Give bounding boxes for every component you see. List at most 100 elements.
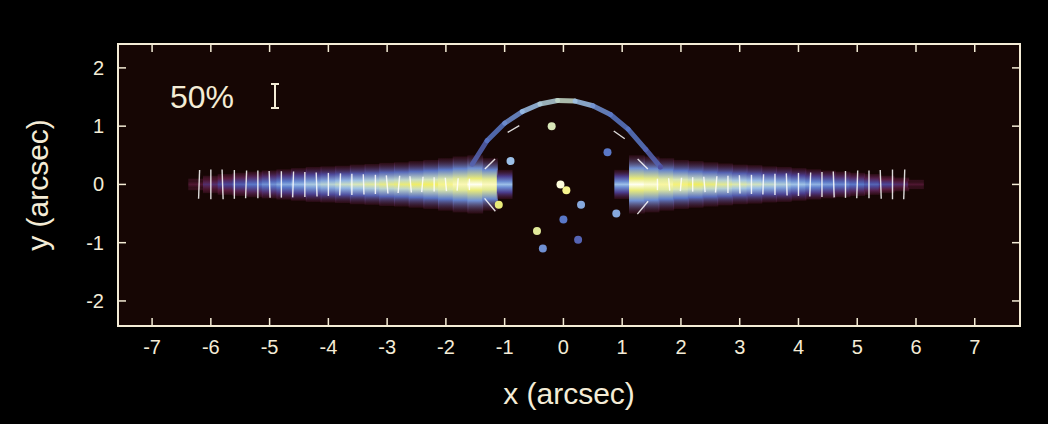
- disk-column: [188, 179, 204, 191]
- polarization-vector: [245, 171, 247, 199]
- polarization-vector: [485, 159, 495, 169]
- disk-column: [908, 180, 924, 189]
- y-tick-right: [1012, 67, 1020, 69]
- x-tick-top: [328, 44, 330, 52]
- polarization-vector: [281, 171, 282, 197]
- y-tick: [118, 300, 126, 302]
- knot: [612, 210, 620, 218]
- y-tick: [118, 125, 126, 127]
- polarization-vector: [692, 177, 693, 191]
- arc-segment: [558, 98, 576, 104]
- disk-column: [379, 163, 395, 206]
- disk-column: [350, 165, 366, 205]
- x-tick-top: [621, 44, 623, 52]
- polarization-vector: [268, 171, 270, 198]
- disk-column: [761, 166, 777, 202]
- polarization-vector: [351, 174, 352, 195]
- disk-column: [247, 172, 263, 198]
- x-tick: [445, 318, 447, 326]
- polarization-vector: [821, 172, 822, 197]
- disk-column: [688, 161, 704, 208]
- y-tick-right: [1012, 125, 1020, 127]
- polarization-vector: [868, 170, 869, 198]
- polarization-vector: [234, 170, 235, 199]
- x-tick-top: [445, 44, 447, 52]
- knot: [495, 201, 503, 209]
- polarization-vector: [410, 176, 411, 192]
- disk-column: [791, 168, 807, 201]
- disk-column: [423, 160, 439, 209]
- polarization-vector: [739, 175, 741, 193]
- knot: [539, 245, 547, 253]
- disk-column: [365, 164, 381, 205]
- disk-column: [747, 165, 763, 203]
- chart: -7-6-5-4-3-2-101234567-2-1012x (arcsec)y…: [0, 0, 1048, 424]
- polarization-vector: [715, 176, 716, 192]
- polarization-vector: [892, 170, 893, 200]
- x-tick: [856, 318, 858, 326]
- arc-segment: [593, 106, 611, 115]
- scale-bar-cap: [271, 83, 279, 85]
- disk-column: [776, 167, 792, 202]
- knot: [507, 157, 515, 165]
- x-tick-top: [974, 44, 976, 52]
- x-tick: [563, 318, 565, 326]
- x-tick-top: [151, 44, 153, 52]
- x-tick-label: -2: [437, 336, 455, 358]
- y-tick: [118, 184, 126, 186]
- disk-column: [262, 170, 278, 198]
- polarization-vector: [904, 170, 905, 200]
- polarization-vector: [680, 178, 681, 191]
- polarization-vector: [508, 126, 520, 133]
- disk-column: [409, 161, 425, 208]
- disk-column: [276, 169, 292, 199]
- knot: [577, 201, 585, 209]
- x-tick-label: -3: [378, 336, 396, 358]
- x-axis-title: x (arcsec): [503, 377, 635, 410]
- plot-area: [118, 44, 1020, 326]
- polarization-vector: [315, 172, 317, 196]
- arc-segment: [646, 149, 661, 166]
- y-tick: [118, 67, 126, 69]
- knot: [603, 148, 611, 156]
- disk-column: [864, 174, 880, 195]
- disk-column: [321, 166, 337, 202]
- arc-end: [658, 164, 663, 169]
- y-axis-title: y (arcsec): [21, 119, 54, 251]
- arc-segment: [522, 104, 540, 112]
- disk-column: [291, 168, 307, 201]
- y-tick-label: -2: [86, 290, 104, 312]
- polarization-vector: [445, 178, 446, 191]
- polarization-vector: [328, 173, 329, 196]
- disk-column: [306, 167, 322, 202]
- x-tick-label: -7: [143, 336, 161, 358]
- x-tick: [504, 318, 506, 326]
- polarization-vector: [199, 170, 200, 199]
- disk-column: [614, 170, 630, 199]
- x-tick-top: [798, 44, 800, 52]
- polarization-vector: [433, 177, 434, 191]
- x-tick-label: 4: [793, 336, 804, 358]
- x-tick: [798, 318, 800, 326]
- x-tick-label: 2: [675, 336, 686, 358]
- disk-column: [394, 162, 410, 206]
- x-tick-label: 7: [969, 336, 980, 358]
- polarization-vector: [845, 171, 846, 198]
- polarization-vector: [422, 177, 423, 192]
- polarization-vector: [774, 174, 775, 195]
- polarization-vector: [386, 175, 388, 193]
- x-tick: [328, 318, 330, 326]
- x-tick: [210, 318, 212, 326]
- disk-column: [438, 158, 454, 210]
- y-tick-right: [1012, 300, 1020, 302]
- scale-bar: [271, 84, 279, 108]
- knot: [556, 180, 564, 188]
- x-tick: [151, 318, 153, 326]
- polarization-vector: [786, 173, 788, 195]
- x-tick: [915, 318, 917, 326]
- polarization-vector: [638, 159, 648, 169]
- x-tick-top: [269, 44, 271, 52]
- disk-column: [820, 170, 836, 198]
- disk-column: [453, 156, 469, 212]
- disk-column: [893, 177, 909, 191]
